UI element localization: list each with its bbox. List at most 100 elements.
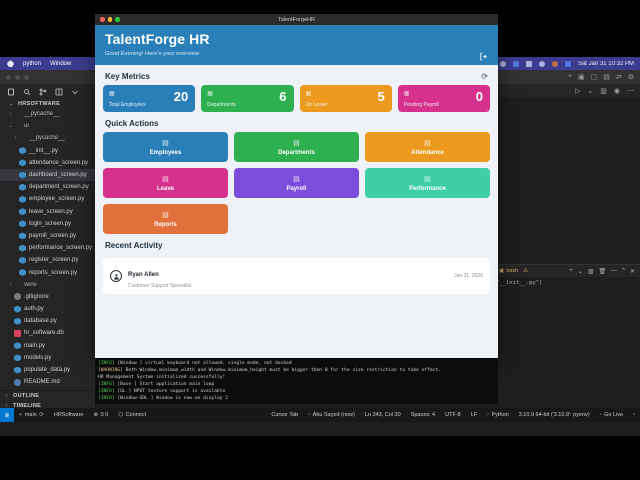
maximize-icon[interactable] (115, 17, 120, 22)
menubar-app-name[interactable]: python (23, 60, 42, 67)
statusbar-cursor-tab[interactable]: Cursor Tab (266, 412, 303, 418)
run-python-file-icon[interactable]: ▷ (575, 88, 581, 95)
file-tree-item[interactable]: main.py (0, 340, 95, 352)
file-tree-item[interactable]: __init__.py (0, 145, 95, 157)
open-changes-icon[interactable]: ◉ (613, 88, 620, 95)
terminal-tab-bash[interactable]: ▣ bash (499, 268, 518, 274)
file-tree-item[interactable]: auth.py (0, 303, 95, 315)
file-tree-item[interactable]: README.md (0, 376, 95, 388)
panel-layout-icon[interactable]: ▢ (590, 74, 598, 81)
file-tree-item[interactable]: › venv (0, 279, 95, 291)
minimize-icon[interactable] (15, 74, 20, 80)
file-tree-item[interactable]: employee_screen.py (0, 193, 95, 205)
menubar-app-icon[interactable] (512, 60, 519, 67)
file-tree-item[interactable]: attendance_screen.py (0, 157, 95, 169)
quick-action-performance[interactable]: ▤ Performance (364, 168, 490, 199)
file-tree-item[interactable]: performance_screen.py (0, 242, 95, 254)
statusbar-utf-8[interactable]: UTF-8 (440, 412, 466, 418)
split-editor-right-icon[interactable]: ▥ (600, 88, 607, 95)
file-tree-item[interactable]: leave_screen.py (0, 206, 95, 218)
search-icon[interactable] (23, 88, 31, 96)
file-tree-item[interactable]: login_screen.py (0, 218, 95, 230)
file-tree-item[interactable]: ⌄ ui (0, 120, 95, 132)
vscode-window-controls[interactable] (0, 74, 29, 80)
split-terminal-icon[interactable]: ▥ (587, 268, 594, 275)
file-tree-item[interactable]: department_screen.py (0, 181, 95, 193)
file-tree-item[interactable]: › __pycache__ (0, 108, 95, 120)
minimize-panel-icon[interactable]: — (611, 267, 618, 274)
statusbar-spaces-4[interactable]: Spaces: 4 (406, 412, 440, 418)
activity-row[interactable]: Ryan Allen Customer Support Specialist Jan… (103, 258, 490, 294)
close-icon[interactable] (6, 74, 11, 80)
close-panel-icon[interactable]: ✕ (629, 268, 635, 275)
maximize-panel-icon[interactable]: ^ (622, 267, 625, 274)
quick-action-departments[interactable]: ▤ Departments (233, 132, 359, 163)
source-control-icon[interactable] (39, 88, 47, 96)
menubar-clock[interactable]: Sat Jan 31 10:32 PM (577, 60, 634, 67)
editor-tab-actions[interactable]: ▷ ⌄ ▥ ◉ ⋯ (575, 87, 640, 95)
file-tree-item[interactable]: populate_data.py (0, 364, 95, 376)
metric-card[interactable]: ▦ 6 Departments (201, 85, 294, 113)
metric-card[interactable]: ▦ 5 On Leave (299, 85, 392, 113)
chevron-down-icon[interactable]: ⌄ (577, 268, 583, 275)
split-editor-icon[interactable]: ▣ (577, 74, 585, 81)
file-tree-item[interactable]: › __pycache__ (0, 132, 95, 144)
statusbar-3-10-9-64-bit-3-10-9-pyenv[interactable]: 3.10.9 64-bit ('3.10.9': pyenv) (514, 412, 595, 418)
statusbar-connect[interactable]: ⬡ Connect (113, 412, 151, 418)
file-tree[interactable]: › __pycache__ ⌄ ui › __pycache__ __init__.py at… (0, 108, 95, 390)
statusbar-project[interactable]: HRSoftware (49, 412, 89, 418)
panel-timeline[interactable]: › TIMELINE (0, 401, 95, 412)
refresh-icon[interactable]: ⟳ (481, 72, 488, 82)
metric-card[interactable]: ▦ 20 Total Employees (103, 85, 196, 113)
quick-action-payroll[interactable]: ▤ Payroll (233, 168, 359, 199)
statusbar-lf[interactable]: LF (466, 412, 482, 418)
more-actions-icon[interactable]: ⋯ (627, 88, 634, 95)
panel-outline[interactable]: › OUTLINE (0, 391, 95, 402)
explorer-root-row[interactable]: ⌄ HRSOFTWARE (0, 100, 95, 108)
chevron-down-icon[interactable]: ⌄ (587, 88, 594, 95)
statusbar-bell-icon[interactable]: ◦ (628, 412, 640, 418)
menubar-search-icon[interactable] (538, 60, 545, 67)
toggle-panel-icon[interactable]: ▤ (603, 74, 610, 81)
file-tree-item[interactable]: register_screen.py (0, 254, 95, 266)
apple-logo-icon[interactable] (7, 60, 14, 67)
statusbar-go-live[interactable]: ◦ Go Live (595, 412, 628, 418)
quick-action-reports[interactable]: ▤ Reports (103, 204, 228, 235)
menubar-user-icon[interactable] (551, 60, 558, 67)
new-file-icon[interactable]: + (567, 73, 572, 80)
statusbar-problems[interactable]: ⊗ 0 0 (89, 412, 114, 418)
statusbar-branch[interactable]: ⑂ main ⟳ (14, 412, 49, 418)
quick-action-leave[interactable]: ▤ Leave (103, 168, 228, 199)
kill-terminal-icon[interactable]: 🗑 (598, 268, 607, 275)
minimize-icon[interactable] (107, 17, 112, 22)
statusbar-ln-343-col-30[interactable]: Ln 343, Col 30 (360, 412, 406, 418)
app-window-controls[interactable] (95, 17, 120, 22)
file-tree-item[interactable]: reports_screen.py (0, 266, 95, 278)
file-tree-item[interactable]: database.py (0, 315, 95, 327)
menubar-controlcenter-icon[interactable] (499, 60, 506, 67)
file-tree-item[interactable]: payroll_screen.py (0, 230, 95, 242)
customize-layout-icon[interactable]: ⇄ (615, 74, 622, 81)
close-icon[interactable] (100, 17, 105, 22)
statusbar-abu-sayed-now[interactable]: ◦ Abu Sayed (now) (303, 412, 360, 418)
statusbar-python[interactable]: ◦ Python (482, 412, 514, 418)
new-terminal-icon[interactable]: + (569, 267, 573, 274)
file-tree-item[interactable]: models.py (0, 352, 95, 364)
terminal-output[interactable]: [INFO] [Window ] virtual keyboard not al… (95, 358, 498, 404)
settings-gear-icon[interactable]: ⚙ (627, 74, 634, 81)
more-actions-icon[interactable] (71, 88, 79, 96)
run-debug-icon[interactable] (55, 88, 63, 96)
vscode-titlebar-actions[interactable]: + ▣ ▢ ▤ ⇄ ⚙ (568, 73, 640, 81)
file-tree-item[interactable]: hr_software.db (0, 327, 95, 339)
maximize-icon[interactable] (24, 74, 29, 80)
remote-window-icon[interactable]: ≷ (0, 408, 14, 422)
logout-icon[interactable] (479, 48, 488, 61)
menubar-extra-icon[interactable] (564, 60, 571, 67)
quick-action-employees[interactable]: ▤ Employees (103, 132, 228, 163)
explorer-icon[interactable] (7, 88, 15, 96)
metric-card[interactable]: ▦ 0 Pending Payroll (397, 85, 490, 113)
menubar-wifi-icon[interactable] (525, 60, 532, 67)
file-tree-item[interactable]: dashboard_screen.py (0, 168, 95, 182)
menubar-item-window[interactable]: Window (50, 60, 72, 67)
file-tree-item[interactable]: .gitignore (0, 291, 95, 303)
